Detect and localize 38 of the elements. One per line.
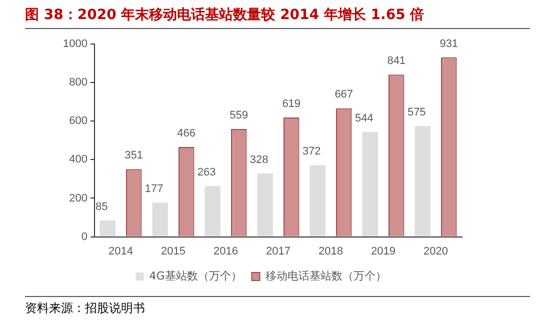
y-tick-label: 400 xyxy=(69,154,88,166)
data-label: 544 xyxy=(354,112,374,124)
text: 资料来源：招股说明书 xyxy=(25,300,145,317)
data-label: 619 xyxy=(282,98,301,110)
data-label: 841 xyxy=(387,55,406,68)
bar xyxy=(414,126,430,236)
y-tick-label: 1000 xyxy=(62,38,88,50)
x-tick-label: 2014 xyxy=(108,245,133,258)
data-label: 263 xyxy=(197,166,216,179)
y-tick-label: 800 xyxy=(69,76,88,89)
legend-label: 4G基站数（万个） xyxy=(149,269,242,282)
chart-title: 图 38：2020 年末移动电话基站数量较 2014 年增长 1.65 倍 xyxy=(25,6,424,24)
x-tick-label: 2016 xyxy=(213,245,238,258)
y-tick-label: 600 xyxy=(69,115,88,128)
x-tick-label: 2018 xyxy=(318,245,343,258)
y-tick-label: 200 xyxy=(69,192,88,204)
bar xyxy=(204,186,220,236)
bar xyxy=(310,165,326,236)
x-tick-label: 2017 xyxy=(266,245,290,258)
data-label: 177 xyxy=(144,183,164,196)
data-label: 351 xyxy=(124,150,144,162)
bar xyxy=(257,174,273,236)
x-tick-label: 2019 xyxy=(371,245,396,258)
legend-label: 移动电话基站数（万个） xyxy=(265,269,386,282)
bar xyxy=(362,132,378,236)
data-label: 466 xyxy=(177,127,196,140)
data-label: 372 xyxy=(302,146,321,158)
data-label: 667 xyxy=(334,88,354,101)
data-label: 931 xyxy=(440,38,458,50)
x-tick-label: 2020 xyxy=(424,245,448,258)
y-tick-label: 0 xyxy=(81,230,88,243)
x-tick-label: 2015 xyxy=(160,245,186,258)
data-label: 575 xyxy=(407,106,426,118)
data-label: 328 xyxy=(250,154,268,166)
data-label: 559 xyxy=(230,110,248,122)
bar xyxy=(152,202,168,236)
data-label: 85 xyxy=(95,200,108,213)
bar xyxy=(100,220,116,236)
